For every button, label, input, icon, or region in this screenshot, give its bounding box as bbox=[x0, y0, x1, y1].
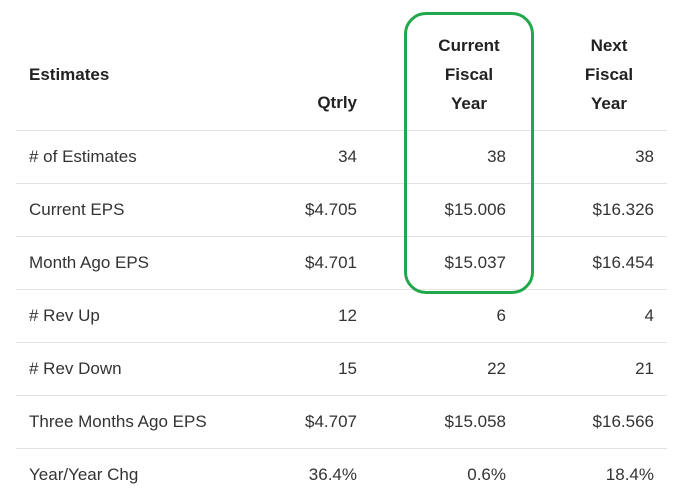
qtrly-value: $4.701 bbox=[305, 253, 357, 272]
estimates-table: Estimates Qtrly Current Fiscal Year Next… bbox=[16, 0, 667, 500]
row-label: Three Months Ago EPS bbox=[29, 412, 207, 431]
header-estimates: Estimates bbox=[29, 65, 110, 84]
table-row: Year/Year Chg 36.4% 0.6% 18.4% bbox=[16, 449, 667, 500]
current-fy-value: 6 bbox=[496, 306, 506, 325]
current-fy-value: $15.006 bbox=[444, 200, 506, 219]
current-fy-value: $15.037 bbox=[444, 253, 506, 272]
qtrly-value: 36.4% bbox=[308, 465, 357, 484]
header-current-fiscal-year: Current Fiscal Year bbox=[438, 36, 500, 113]
qtrly-value: 12 bbox=[338, 306, 357, 325]
header-qtrly: Qtrly bbox=[317, 93, 357, 112]
next-fy-value: $16.454 bbox=[592, 253, 654, 272]
qtrly-value: $4.705 bbox=[305, 200, 357, 219]
row-label: Current EPS bbox=[29, 200, 125, 219]
table-row: Current EPS $4.705 $15.006 $16.326 bbox=[16, 184, 667, 237]
table-row: # Rev Up 12 6 4 bbox=[16, 290, 667, 343]
next-fy-value: $16.326 bbox=[592, 200, 654, 219]
current-fy-value: 22 bbox=[487, 359, 506, 378]
qtrly-value: $4.707 bbox=[305, 412, 357, 431]
row-label: # of Estimates bbox=[29, 147, 137, 166]
header-next-fiscal-year: Next Fiscal Year bbox=[584, 36, 634, 113]
qtrly-value: 15 bbox=[338, 359, 357, 378]
qtrly-value: 34 bbox=[338, 147, 357, 166]
row-label: Year/Year Chg bbox=[29, 465, 139, 484]
row-label: # Rev Up bbox=[29, 306, 100, 325]
row-label: # Rev Down bbox=[29, 359, 122, 378]
table-row: # Rev Down 15 22 21 bbox=[16, 343, 667, 396]
current-fy-value: $15.058 bbox=[444, 412, 506, 431]
row-label: Month Ago EPS bbox=[29, 253, 150, 272]
table-row: # of Estimates 34 38 38 bbox=[16, 131, 667, 184]
table-row: Month Ago EPS $4.701 $15.037 $16.454 bbox=[16, 237, 667, 290]
table-row: Three Months Ago EPS $4.707 $15.058 $16.… bbox=[16, 396, 667, 449]
next-fy-value: 38 bbox=[635, 147, 654, 166]
current-fy-value: 0.6% bbox=[467, 465, 506, 484]
current-fy-value: 38 bbox=[487, 147, 506, 166]
next-fy-value: 18.4% bbox=[605, 465, 654, 484]
next-fy-value: $16.566 bbox=[592, 412, 654, 431]
table-header-row: Estimates Qtrly Current Fiscal Year Next… bbox=[16, 0, 667, 131]
next-fy-value: 21 bbox=[635, 359, 654, 378]
next-fy-value: 4 bbox=[644, 306, 654, 325]
